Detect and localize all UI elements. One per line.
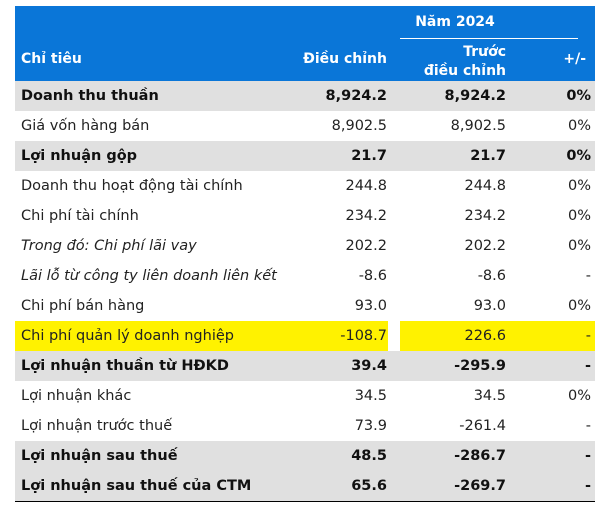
row-change-value: 0%: [567, 238, 591, 254]
row-label: Doanh thu hoạt động tài chính: [21, 178, 243, 194]
row-label: Lợi nhuận thuần từ HĐKD: [21, 358, 229, 374]
row-label: Lãi lỗ từ công ty liên doanh liên kết: [21, 268, 277, 284]
table-row: Lợi nhuận trước thuế 73.9 -261.4 -: [15, 411, 595, 441]
row-previous-value: 244.8: [464, 178, 506, 194]
row-previous-value: 8,924.2: [444, 88, 506, 104]
table-row: Lãi lỗ từ công ty liên doanh liên kết -8…: [15, 261, 595, 291]
column-header-previous-line1: Trước: [463, 44, 506, 60]
row-label: Trong đó: Chi phí lãi vay: [21, 238, 197, 254]
header-divider: [400, 38, 578, 39]
row-adjusted-value: 93.0: [354, 298, 387, 314]
financial-table: Năm 2024 Chỉ tiêu Điều chỉnh Trước điều …: [15, 6, 595, 502]
column-header-indicator: Chỉ tiêu: [21, 51, 82, 67]
table-row: Lợi nhuận gộp 21.7 21.7 0%: [15, 141, 595, 171]
row-previous-value: 226.6: [464, 328, 506, 344]
row-change-value: -: [584, 448, 591, 464]
row-adjusted-value: 73.9: [354, 418, 387, 434]
row-previous-value: -8.6: [477, 268, 506, 284]
table-header-year-row: Năm 2024: [15, 6, 595, 39]
row-label: Lợi nhuận khác: [21, 388, 132, 404]
row-label: Lợi nhuận sau thuế của CTM: [21, 478, 252, 494]
row-change-value: 0%: [567, 178, 591, 194]
row-change-value: -: [584, 358, 591, 374]
row-change-value: -: [585, 328, 591, 344]
table-row-highlighted: Chi phí quản lý doanh nghiệp -108.7 226.…: [15, 321, 595, 351]
row-adjusted-value: -8.6: [358, 268, 387, 284]
row-change-value: 0%: [567, 208, 591, 224]
row-adjusted-value: -108.7: [340, 328, 387, 344]
row-change-value: -: [584, 478, 591, 494]
row-label: Chi phí quản lý doanh nghiệp: [21, 328, 234, 344]
year-header: Năm 2024: [415, 14, 495, 30]
column-header-change: +/-: [563, 51, 586, 67]
row-previous-value: 234.2: [464, 208, 506, 224]
table-row: Giá vốn hàng bán 8,902.5 8,902.5 0%: [15, 111, 595, 141]
row-previous-value: -286.7: [454, 448, 506, 464]
row-label: Lợi nhuận trước thuế: [21, 418, 173, 434]
row-previous-value: 202.2: [464, 238, 506, 254]
table-header-columns-row: Chỉ tiêu Điều chỉnh Trước điều chỉnh +/-: [15, 39, 595, 81]
row-adjusted-value: 234.2: [345, 208, 387, 224]
row-label: Lợi nhuận sau thuế: [21, 448, 178, 464]
table-row: Chi phí bán hàng 93.0 93.0 0%: [15, 291, 595, 321]
table-row: Chi phí tài chính 234.2 234.2 0%: [15, 201, 595, 231]
row-adjusted-value: 8,902.5: [331, 118, 387, 134]
table-row: Lợi nhuận khác 34.5 34.5 0%: [15, 381, 595, 411]
row-previous-value: 34.5: [473, 388, 506, 404]
table-row: Trong đó: Chi phí lãi vay 202.2 202.2 0%: [15, 231, 595, 261]
row-label: Giá vốn hàng bán: [21, 118, 150, 134]
row-adjusted-value: 21.7: [351, 148, 387, 164]
row-label: Doanh thu thuần: [21, 88, 159, 104]
row-previous-value: -295.9: [454, 358, 506, 374]
row-adjusted-value: 8,924.2: [325, 88, 387, 104]
row-previous-value: -261.4: [459, 418, 506, 434]
column-header-previous: Trước điều chỉnh: [424, 43, 506, 81]
row-change-value: -: [585, 268, 591, 284]
row-previous-value: 93.0: [473, 298, 506, 314]
row-label: Chi phí bán hàng: [21, 298, 145, 314]
table-row: Doanh thu hoạt động tài chính 244.8 244.…: [15, 171, 595, 201]
row-change-value: 0%: [566, 88, 591, 104]
table-row: Doanh thu thuần 8,924.2 8,924.2 0%: [15, 81, 595, 111]
highlight-band: [400, 321, 595, 351]
row-change-value: 0%: [567, 118, 591, 134]
table-row: Lợi nhuận sau thuế 48.5 -286.7 -: [15, 441, 595, 471]
row-change-value: 0%: [567, 388, 591, 404]
row-adjusted-value: 39.4: [351, 358, 387, 374]
table-row: Lợi nhuận sau thuế của CTM 65.6 -269.7 -: [15, 471, 595, 501]
row-adjusted-value: 65.6: [351, 478, 387, 494]
row-label: Chi phí tài chính: [21, 208, 139, 224]
highlight-band: [15, 321, 388, 351]
column-header-previous-line2: điều chỉnh: [423, 63, 506, 79]
row-label: Lợi nhuận gộp: [21, 148, 138, 164]
row-adjusted-value: 48.5: [351, 448, 387, 464]
table-bottom-border: [15, 501, 595, 502]
table-row: Lợi nhuận thuần từ HĐKD 39.4 -295.9 -: [15, 351, 595, 381]
row-previous-value: 21.7: [470, 148, 506, 164]
column-header-adjusted: Điều chỉnh: [303, 51, 387, 67]
row-adjusted-value: 34.5: [354, 388, 387, 404]
row-change-value: 0%: [567, 298, 591, 314]
row-adjusted-value: 202.2: [345, 238, 387, 254]
row-change-value: -: [585, 418, 591, 434]
row-previous-value: 8,902.5: [450, 118, 506, 134]
row-adjusted-value: 244.8: [345, 178, 387, 194]
row-previous-value: -269.7: [454, 478, 506, 494]
row-change-value: 0%: [566, 148, 591, 164]
